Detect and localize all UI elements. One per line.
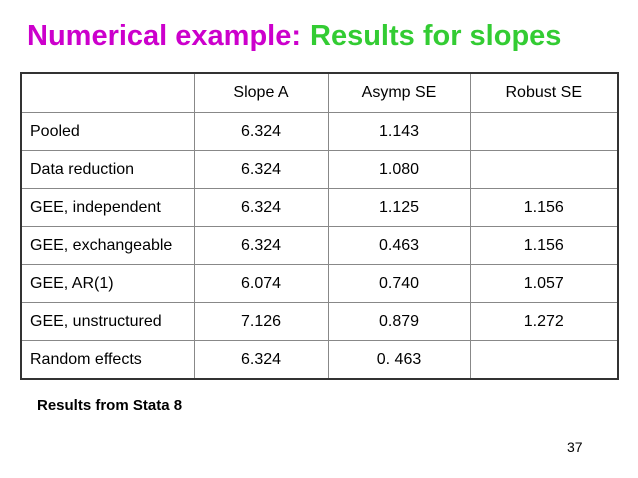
cell-robust-se: 1.272: [469, 302, 619, 341]
table-row: GEE, independent 6.324 1.125 1.156: [20, 188, 619, 227]
title-part-magenta: Numerical example:: [27, 20, 302, 52]
cell-robust-se: 1.057: [469, 264, 619, 303]
cell-asymp-se: 0. 463: [327, 340, 471, 380]
cell-robust-se: 1.156: [469, 226, 619, 265]
cell-asymp-se: 1.080: [327, 150, 471, 189]
table-row: Random effects 6.324 0. 463: [20, 340, 619, 380]
cell-asymp-se: 0.463: [327, 226, 471, 265]
cell-asymp-se: 0.879: [327, 302, 471, 341]
row-label: GEE, independent: [20, 188, 195, 227]
header-blank: [20, 72, 195, 113]
cell-slope-a: 6.324: [193, 188, 329, 227]
row-label: GEE, unstructured: [20, 302, 195, 341]
header-asymp-se: Asymp SE: [327, 72, 471, 113]
table-row: Pooled 6.324 1.143: [20, 112, 619, 151]
row-label: Random effects: [20, 340, 195, 380]
cell-slope-a: 6.324: [193, 226, 329, 265]
title-part-green: Results for slopes: [310, 20, 562, 52]
cell-asymp-se: 1.125: [327, 188, 471, 227]
header-slope-a: Slope A: [193, 72, 329, 113]
cell-slope-a: 6.324: [193, 340, 329, 380]
row-label: Data reduction: [20, 150, 195, 189]
table-row: Data reduction 6.324 1.080: [20, 150, 619, 189]
page-number: 37: [567, 439, 583, 455]
cell-robust-se: [469, 340, 619, 380]
footnote: Results from Stata 8: [37, 397, 183, 414]
cell-robust-se: [469, 112, 619, 151]
cell-robust-se: 1.156: [469, 188, 619, 227]
table-row: GEE, unstructured 7.126 0.879 1.272: [20, 302, 619, 341]
results-table: Slope A Asymp SE Robust SE Pooled 6.324 …: [20, 72, 619, 380]
cell-slope-a: 6.324: [193, 150, 329, 189]
row-label: Pooled: [20, 112, 195, 151]
table-row: GEE, exchangeable 6.324 0.463 1.156: [20, 226, 619, 265]
row-label: GEE, AR(1): [20, 264, 195, 303]
cell-slope-a: 7.126: [193, 302, 329, 341]
cell-robust-se: [469, 150, 619, 189]
table-row: GEE, AR(1) 6.074 0.740 1.057: [20, 264, 619, 303]
row-label: GEE, exchangeable: [20, 226, 195, 265]
table-header-row: Slope A Asymp SE Robust SE: [20, 72, 619, 113]
cell-asymp-se: 1.143: [327, 112, 471, 151]
header-robust-se: Robust SE: [469, 72, 619, 113]
slide-title: Numerical example: Results for slopes: [27, 20, 561, 53]
cell-slope-a: 6.324: [193, 112, 329, 151]
cell-asymp-se: 0.740: [327, 264, 471, 303]
cell-slope-a: 6.074: [193, 264, 329, 303]
